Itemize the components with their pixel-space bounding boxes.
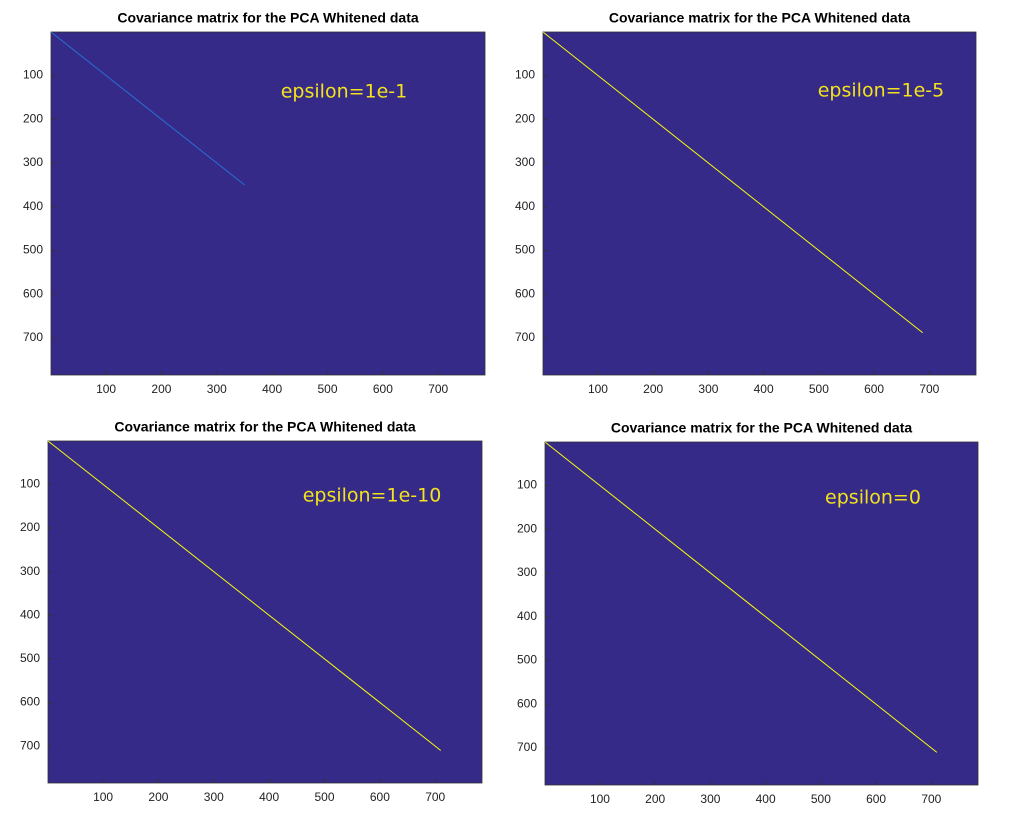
x-tick-label: 700: [921, 792, 941, 806]
y-tick-label: 400: [20, 607, 40, 621]
chart-title: Covariance matrix for the PCA Whitened d…: [609, 10, 911, 26]
chart-title: Covariance matrix for the PCA Whitened d…: [114, 419, 416, 435]
annotation: epsilon=1e-10: [303, 485, 442, 507]
chart-title: Covariance matrix for the PCA Whitened d…: [117, 10, 419, 26]
diagonal-line: [542, 31, 924, 334]
chart-title: Covariance matrix for the PCA Whitened d…: [611, 420, 913, 436]
y-tick-label: 500: [515, 243, 535, 257]
y-tick-label: 700: [517, 740, 537, 754]
x-tick-label: 600: [370, 790, 390, 804]
x-tick-label: 700: [428, 382, 448, 396]
y-tick-label: 700: [515, 330, 535, 344]
x-tick-label: 500: [809, 382, 829, 396]
x-tick-label: 100: [96, 382, 116, 396]
y-tick-label: 100: [20, 477, 40, 491]
x-tick-label: 200: [643, 382, 663, 396]
x-tick-label: 700: [919, 382, 939, 396]
y-tick-label: 400: [23, 199, 43, 213]
x-tick-label: 500: [811, 792, 831, 806]
x-tick-label: 500: [314, 790, 334, 804]
x-tick-label: 200: [645, 792, 665, 806]
y-tick-label: 600: [20, 695, 40, 709]
x-tick-label: 200: [151, 382, 171, 396]
x-tick-label: 200: [148, 790, 168, 804]
annotation: epsilon=1e-5: [818, 80, 945, 102]
y-tick-label: 700: [20, 738, 40, 752]
y-tick-label: 500: [23, 243, 43, 257]
x-tick-label: 100: [588, 382, 608, 396]
y-tick-label: 700: [23, 330, 43, 344]
x-tick-label: 400: [754, 382, 774, 396]
x-tick-label: 500: [317, 382, 337, 396]
y-tick-label: 400: [515, 199, 535, 213]
x-tick-label: 300: [700, 792, 720, 806]
y-tick-label: 300: [23, 155, 43, 169]
x-tick-label: 100: [590, 792, 610, 806]
y-tick-label: 100: [515, 68, 535, 82]
diagonal-line: [544, 441, 938, 753]
y-tick-label: 100: [23, 68, 43, 82]
x-tick-label: 400: [262, 382, 282, 396]
x-tick-label: 300: [207, 382, 227, 396]
x-tick-label: 700: [425, 790, 445, 804]
x-tick-label: 300: [204, 790, 224, 804]
x-tick-label: 600: [864, 382, 884, 396]
y-tick-label: 200: [515, 111, 535, 125]
x-tick-label: 600: [373, 382, 393, 396]
diagonal-line: [47, 440, 442, 751]
x-tick-label: 400: [259, 790, 279, 804]
y-tick-label: 300: [515, 155, 535, 169]
y-tick-label: 400: [517, 609, 537, 623]
y-tick-label: 300: [517, 565, 537, 579]
x-tick-label: 400: [756, 792, 776, 806]
x-tick-label: 100: [93, 790, 113, 804]
y-tick-label: 500: [20, 651, 40, 665]
y-tick-label: 600: [23, 286, 43, 300]
y-tick-label: 100: [517, 478, 537, 492]
y-tick-label: 200: [517, 521, 537, 535]
y-tick-label: 200: [20, 520, 40, 534]
x-tick-label: 600: [866, 792, 886, 806]
annotation: epsilon=1e-1: [281, 81, 408, 103]
y-tick-label: 600: [515, 286, 535, 300]
y-tick-label: 300: [20, 564, 40, 578]
y-tick-label: 200: [23, 111, 43, 125]
y-tick-label: 600: [517, 696, 537, 710]
annotation: epsilon=0: [825, 487, 921, 509]
diagonal-line: [50, 31, 245, 186]
x-tick-label: 300: [698, 382, 718, 396]
y-tick-label: 500: [517, 653, 537, 667]
